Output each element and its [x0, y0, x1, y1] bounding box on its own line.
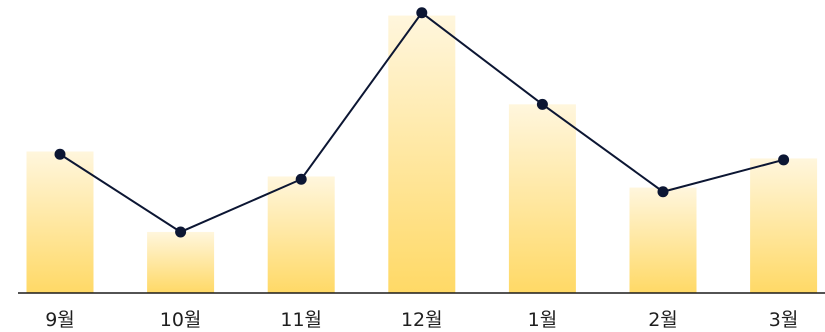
line-point-3 [295, 173, 307, 185]
line-point-7 [778, 154, 790, 166]
bar-2 [147, 231, 215, 293]
x-tick-label: 11월 [280, 309, 322, 331]
x-tick-label: 12월 [401, 309, 443, 331]
bar-5 [508, 104, 576, 293]
x-tick-label: 1월 [528, 309, 558, 331]
bar-3 [267, 176, 335, 293]
x-tick-label: 3월 [769, 309, 799, 331]
line-point-5 [536, 98, 548, 110]
line-point-2 [175, 226, 187, 238]
bar-1 [26, 151, 94, 293]
x-tick-label: 9월 [45, 309, 75, 331]
line-point-6 [657, 186, 669, 198]
bar-7 [750, 158, 818, 293]
bar-4 [388, 15, 456, 294]
bars-layer [26, 15, 818, 294]
line-layer [54, 7, 790, 238]
line-point-4 [416, 7, 428, 19]
bar-6 [629, 187, 697, 293]
x-tick-label: 2월 [648, 309, 678, 331]
x-tick-labels: 9월 10월 11월 12월 1월 2월 3월 [45, 309, 798, 331]
line-point-1 [54, 148, 66, 160]
x-tick-label: 10월 [160, 309, 202, 331]
